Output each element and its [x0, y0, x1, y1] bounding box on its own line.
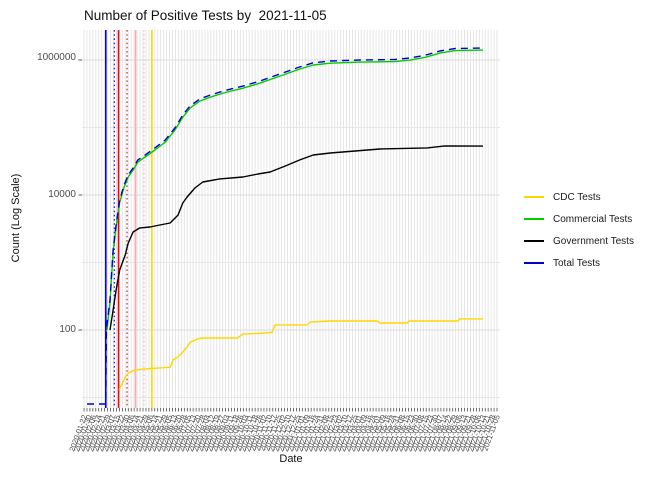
- total-line-swatch-icon: [524, 262, 544, 264]
- y-tick-label: 10000: [48, 189, 76, 200]
- y-tick-label: 100: [59, 324, 76, 335]
- commercial-line-swatch-icon: [524, 218, 544, 220]
- x-axis-title: Date: [279, 453, 303, 465]
- legend-label: Commercial Tests: [553, 213, 633, 225]
- chart-title: Number of Positive Tests by 2021-11-05: [84, 8, 327, 23]
- series-line-total-tests: [87, 47, 484, 405]
- legend-item: Government Tests: [524, 230, 669, 252]
- y-tick-label: 1000000: [37, 52, 76, 63]
- cdc-line-swatch-icon: [524, 196, 544, 198]
- series-line-commercial-tests: [106, 49, 484, 331]
- legend-item: CDC Tests: [524, 186, 669, 208]
- series-line-cdc-tests: [118, 318, 483, 391]
- legend: CDC Tests Commercial Tests Government Te…: [524, 186, 669, 274]
- legend-label: Government Tests: [553, 235, 634, 247]
- legend-label: Total Tests: [553, 257, 601, 269]
- government-line-swatch-icon: [524, 240, 544, 242]
- legend-label: CDC Tests: [553, 191, 601, 203]
- legend-item: Total Tests: [524, 252, 669, 274]
- legend-item: Commercial Tests: [524, 208, 669, 230]
- series-line-government-tests: [109, 145, 484, 331]
